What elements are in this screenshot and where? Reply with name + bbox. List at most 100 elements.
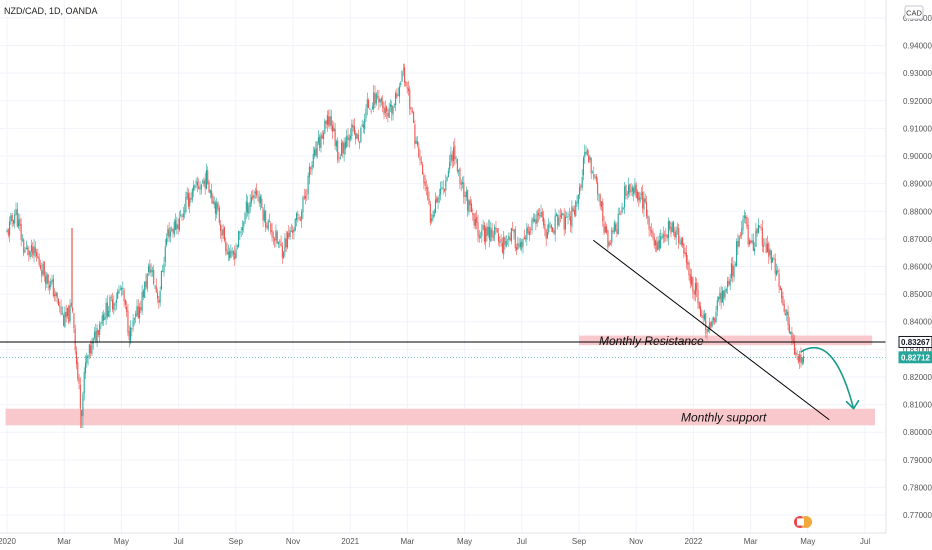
candle-body [781,288,783,299]
candle-body [579,186,581,195]
candle-body [371,106,373,110]
x-tick-label: 2020 [0,537,16,546]
y-tick-label: 0.77000 [903,511,932,520]
candle-body [700,306,702,317]
candle-body [21,239,23,241]
candle-body [454,145,456,160]
descending-trendline[interactable] [592,239,830,421]
candle-body [739,234,742,236]
candle-body [12,219,14,224]
candle-body [374,92,376,105]
candle-body [48,285,51,289]
flag-icon[interactable] [794,516,812,528]
candle-body [24,250,26,252]
candle-body [634,183,636,193]
candle-body [20,224,22,240]
candle-body [609,243,612,245]
x-tick-label: 2021 [341,537,359,546]
candle-body [129,327,132,341]
candle-body [431,218,433,222]
candle-body [173,221,175,235]
candle-body [333,127,335,132]
candle-body [452,147,455,162]
candle-body [51,280,53,282]
candle-body [645,202,648,217]
x-tick-label: Nov [286,537,300,546]
candle-body [105,302,107,319]
candle-body [570,216,572,226]
candle-body [198,185,200,189]
candle-body [366,99,368,108]
candle-body [155,286,157,293]
candle-body [595,175,597,182]
candle-body [326,115,328,125]
candle-body [660,236,662,248]
candle-body [281,245,283,258]
candle-body [639,196,641,202]
candle-body [481,230,483,237]
candle-body [178,217,180,230]
candle-body [756,228,758,233]
candle-body [389,104,392,107]
candle-body [319,136,321,149]
candle-body [485,227,487,243]
x-tick-label: May [457,537,472,546]
candle-body [537,212,539,216]
candle-body [72,307,74,312]
candle-body [606,226,608,233]
candle-body [497,233,500,242]
y-tick-label: 0.94000 [903,42,932,51]
candle-body [402,69,404,70]
candle-body [736,241,738,267]
candle-body [725,289,727,291]
candle-body [504,237,506,245]
candle-body [550,224,552,229]
candle-body [299,219,301,221]
candle-body [277,242,280,244]
candle-body [534,219,536,222]
candle-body [409,89,411,109]
candle-body [175,220,177,230]
candle-body [222,229,224,235]
candle-body [671,222,673,232]
projection-arrow[interactable] [800,347,855,409]
currency-badge[interactable]: CAD [904,5,924,20]
candle-body [234,252,236,260]
candle-body [775,270,778,276]
candle-body [96,328,98,343]
candle-body [195,181,197,184]
candle-body [465,191,467,198]
candle-body [564,216,567,230]
candle-body [163,263,165,273]
candle-body [30,244,32,252]
candle-body [325,120,327,124]
candle-body [162,270,164,272]
candle-body [239,231,241,234]
candle-body [693,291,695,295]
candle-body [190,198,192,200]
candle-body [108,311,110,317]
candle-body [355,133,357,140]
candle-body [202,182,204,183]
candle-body [382,101,384,108]
candle-body [505,241,507,247]
candle-body [356,133,358,139]
candle-body [154,285,156,287]
candle-body [160,271,162,290]
candle-body [706,329,708,334]
candle-body [672,222,675,233]
y-tick-label: 0.81000 [903,401,932,410]
candle-body [245,201,247,212]
candle-body [795,352,797,355]
candle-body [334,128,336,146]
candle-body [135,313,137,318]
candle-body [90,345,92,354]
candle-body [204,178,206,189]
candle-body [54,294,56,297]
candle-body [436,198,438,203]
candle-body [39,265,42,269]
candle-body [631,187,633,192]
candle-body [423,175,425,184]
